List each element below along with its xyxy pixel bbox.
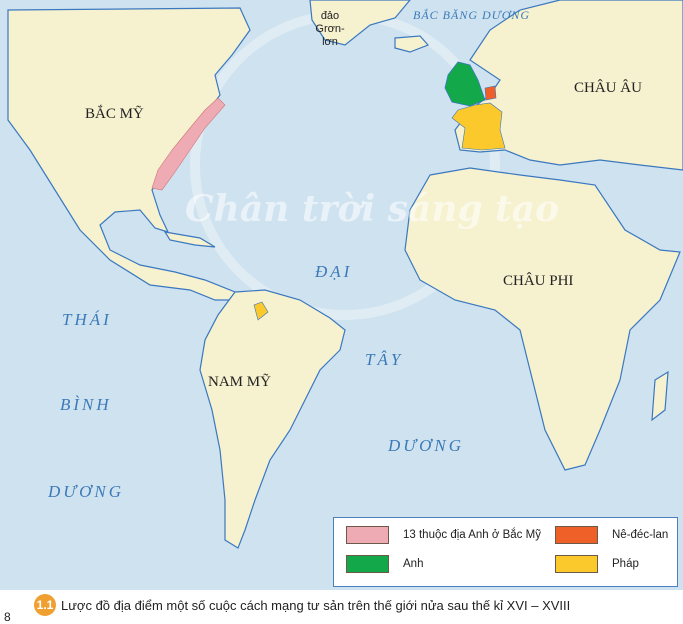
map (0, 0, 683, 590)
legend: 13 thuộc địa Anh ở Bắc Mỹ Nê-đéc-lan Anh… (333, 517, 678, 587)
netherlands-region (484, 85, 497, 101)
french-guiana-region (253, 301, 269, 321)
south-america (199, 289, 346, 549)
legend-swatch (555, 526, 598, 544)
madagascar (651, 370, 669, 422)
legend-item-colonies: 13 thuộc địa Anh ở Bắc Mỹ (346, 526, 541, 544)
legend-label: 13 thuộc địa Anh ở Bắc Mỹ (403, 529, 541, 541)
iceland (394, 35, 430, 53)
figure-number-badge: 1.1 (34, 594, 56, 616)
atlantic-label-1: ĐẠI (315, 262, 353, 281)
pacific-label-3: DƯƠNG (48, 482, 124, 501)
pacific-label-1: THÁI (62, 310, 112, 329)
atlantic-label-2: TÂY (365, 350, 404, 369)
arctic-ocean-label: BẮC BĂNG DƯƠNG (413, 8, 531, 22)
legend-label: Anh (403, 558, 424, 570)
legend-label: Nê-đéc-lan (612, 529, 669, 541)
europe-label: CHÂU ÂU (574, 80, 642, 96)
legend-swatch (346, 555, 389, 573)
legend-swatch (346, 526, 389, 544)
greenland-label-line1: đảo (320, 10, 340, 22)
greenland-label-line2: Grơn-lơn (315, 23, 345, 48)
north-america-label: BẮC MỸ (85, 106, 144, 122)
legend-item-england: Anh (346, 555, 423, 573)
watermark: Chân trời sáng tạo (185, 188, 560, 230)
france-region (451, 102, 506, 151)
africa-label: CHÂU PHI (503, 273, 574, 289)
page-number: 8 (4, 610, 11, 624)
north-america (7, 7, 251, 301)
figure-caption: 1.1 Lược đồ địa điểm một số cuộc cách mạ… (34, 594, 570, 616)
thirteen-colonies-region (151, 97, 226, 191)
legend-item-france: Pháp (555, 555, 639, 573)
legend-label: Pháp (612, 558, 639, 570)
south-america-label: NAM MỸ (208, 374, 271, 390)
legend-item-netherlands: Nê-đéc-lan (555, 526, 668, 544)
greenland (309, 0, 411, 46)
africa (404, 167, 681, 471)
england-region (444, 61, 486, 107)
pacific-label-2: BÌNH (60, 395, 112, 414)
legend-swatch (555, 555, 598, 573)
cuba (163, 231, 216, 248)
greenland-label: đảo Grơn-lơn (310, 10, 350, 49)
caption-text: Lược đồ địa điểm một số cuộc cách mạng t… (61, 597, 571, 613)
atlantic-label-3: DƯƠNG (388, 436, 464, 455)
